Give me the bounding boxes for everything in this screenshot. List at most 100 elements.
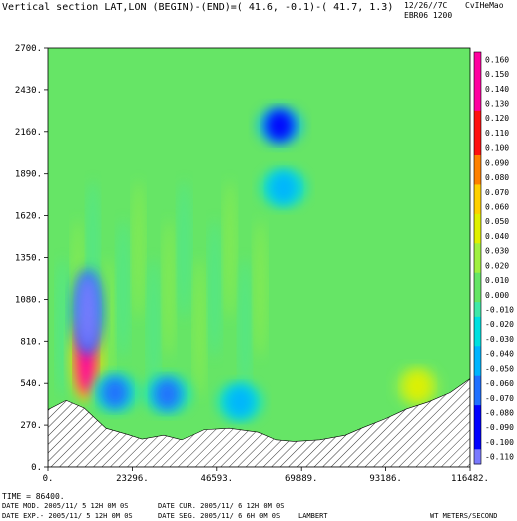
y-tick-label: 540. bbox=[20, 379, 42, 389]
colorbar-swatch bbox=[474, 96, 481, 112]
colorbar-label: 0.020 bbox=[485, 261, 509, 270]
colorbar-label: -0.050 bbox=[485, 364, 514, 373]
colorbar-label: 0.080 bbox=[485, 173, 509, 182]
x-tick-label: 0. bbox=[43, 474, 54, 484]
colorbar-swatch bbox=[474, 375, 481, 391]
colorbar-swatch bbox=[474, 258, 481, 274]
colorbar-swatch bbox=[474, 66, 481, 82]
x-tick-label: 23296. bbox=[116, 474, 149, 484]
field-streak bbox=[102, 257, 115, 398]
colorbar-label: 0.000 bbox=[485, 291, 509, 300]
projection-label: LAMBERT bbox=[298, 512, 328, 520]
colorbar-swatch bbox=[474, 140, 481, 156]
colorbar-label: 0.010 bbox=[485, 276, 509, 285]
colorbar-label: -0.080 bbox=[485, 409, 514, 418]
colorbar-swatch bbox=[474, 316, 481, 333]
y-tick-label: 810. bbox=[20, 337, 42, 347]
field-feature bbox=[153, 378, 182, 411]
field-streak bbox=[239, 257, 252, 398]
y-tick-label: 270. bbox=[20, 421, 42, 431]
colorbar-swatch bbox=[474, 302, 481, 318]
colorbar-label: -0.010 bbox=[485, 306, 514, 315]
colorbar-swatch bbox=[474, 52, 481, 68]
y-tick-label: 1890. bbox=[15, 170, 42, 180]
date-mod: DATE MOD. 2005/11/ 5 12H 0M 0S bbox=[2, 502, 129, 510]
colorbar-label: -0.030 bbox=[485, 335, 514, 344]
x-tick-label: 46593. bbox=[201, 474, 234, 484]
field-streak bbox=[117, 218, 130, 359]
colorbar-swatch bbox=[474, 213, 481, 230]
colorbar-label: 0.130 bbox=[485, 100, 509, 109]
y-axis: 0. 270. 540. 810. 1080. 1350. 1620. 1890. 2160. 2… bbox=[15, 44, 48, 473]
field-streak bbox=[163, 218, 176, 359]
colorbar-swatch bbox=[474, 405, 481, 421]
colorbar-label: 0.050 bbox=[485, 217, 509, 226]
colorbar-label: 0.120 bbox=[485, 114, 509, 123]
colorbar-swatch bbox=[474, 155, 481, 171]
field-streak bbox=[56, 257, 69, 398]
date-seg: DATE SEG. 2005/11/ 6 6H 0M 0S bbox=[158, 512, 281, 520]
velocity-field bbox=[56, 179, 267, 398]
date-code: 12/26//7C bbox=[404, 1, 448, 10]
field-streak bbox=[254, 218, 267, 359]
terrain-hatch bbox=[48, 378, 470, 467]
y-tick-label: 0. bbox=[31, 463, 42, 473]
colorbar-swatch bbox=[474, 169, 481, 185]
colorbar-swatch bbox=[474, 272, 481, 288]
colorbar-label: 0.110 bbox=[485, 129, 509, 138]
colorbar-label: -0.040 bbox=[485, 350, 514, 359]
x-tick-label: 93186. bbox=[369, 474, 402, 484]
colorbar-swatch bbox=[474, 81, 481, 97]
x-tick-label: 116482. bbox=[451, 474, 489, 484]
colorbar-label: -0.060 bbox=[485, 379, 514, 388]
y-tick-label: 2160. bbox=[15, 128, 42, 138]
field-streak bbox=[193, 257, 206, 398]
colorbar-swatch bbox=[474, 243, 481, 259]
colorbar-label: -0.100 bbox=[485, 438, 514, 447]
colorbar-label: -0.110 bbox=[485, 453, 514, 462]
colorbar: 0.160 0.150 0.140 0.130 0.120 0.110 0.100 0.090… bbox=[473, 51, 514, 465]
y-tick-label: 1350. bbox=[15, 254, 42, 264]
field-feature bbox=[101, 376, 130, 409]
field-streak bbox=[208, 218, 221, 359]
colorbar-swatch bbox=[474, 331, 481, 347]
colorbar-swatch bbox=[474, 125, 481, 141]
colorbar-label: 0.160 bbox=[485, 55, 509, 64]
colorbar-label: 0.100 bbox=[485, 144, 509, 153]
colorbar-frame bbox=[473, 51, 482, 465]
colorbar-swatch bbox=[474, 199, 481, 215]
colorbar-swatch bbox=[474, 361, 481, 377]
field-feature bbox=[269, 171, 298, 204]
colorbar-swatch bbox=[474, 346, 481, 362]
colorbar-label: -0.090 bbox=[485, 423, 514, 432]
colorbar-label: 0.070 bbox=[485, 188, 509, 197]
colorbar-swatch bbox=[474, 390, 481, 406]
y-tick-label: 2430. bbox=[15, 86, 42, 96]
run-code: EBR06 1200 bbox=[404, 11, 453, 20]
field-feature bbox=[226, 385, 255, 418]
units-label: WT METERS/SECOND bbox=[430, 512, 498, 520]
y-tick-label: 2700. bbox=[15, 44, 42, 54]
colorbar-swatch bbox=[474, 449, 481, 465]
colorbar-label: 0.060 bbox=[485, 203, 509, 212]
colorbar-swatch bbox=[474, 287, 481, 303]
colorbar-swatch bbox=[474, 419, 481, 436]
field-streak bbox=[223, 179, 236, 320]
field-streak bbox=[147, 257, 160, 398]
colorbar-label: 0.140 bbox=[485, 85, 509, 94]
colorbar-swatch bbox=[474, 184, 481, 200]
colorbar-swatch bbox=[474, 434, 481, 450]
user-code: CvIHeMao bbox=[465, 1, 504, 10]
chart-title: Vertical section LAT,LON (BEGIN)-(END)=(… bbox=[2, 2, 394, 13]
x-tick-label: 69889. bbox=[285, 474, 318, 484]
y-tick-label: 1620. bbox=[15, 212, 42, 222]
colorbar-label: 0.040 bbox=[485, 232, 509, 241]
y-tick-label: 1080. bbox=[15, 295, 42, 305]
colorbar-swatch bbox=[474, 110, 481, 127]
colorbar-label: -0.020 bbox=[485, 320, 514, 329]
date-exp: DATE EXP.- 2005/11/ 5 12H 0M 0S bbox=[2, 512, 133, 520]
colorbar-label: 0.150 bbox=[485, 70, 509, 79]
field-streak bbox=[178, 179, 191, 320]
field-streak bbox=[132, 179, 145, 320]
